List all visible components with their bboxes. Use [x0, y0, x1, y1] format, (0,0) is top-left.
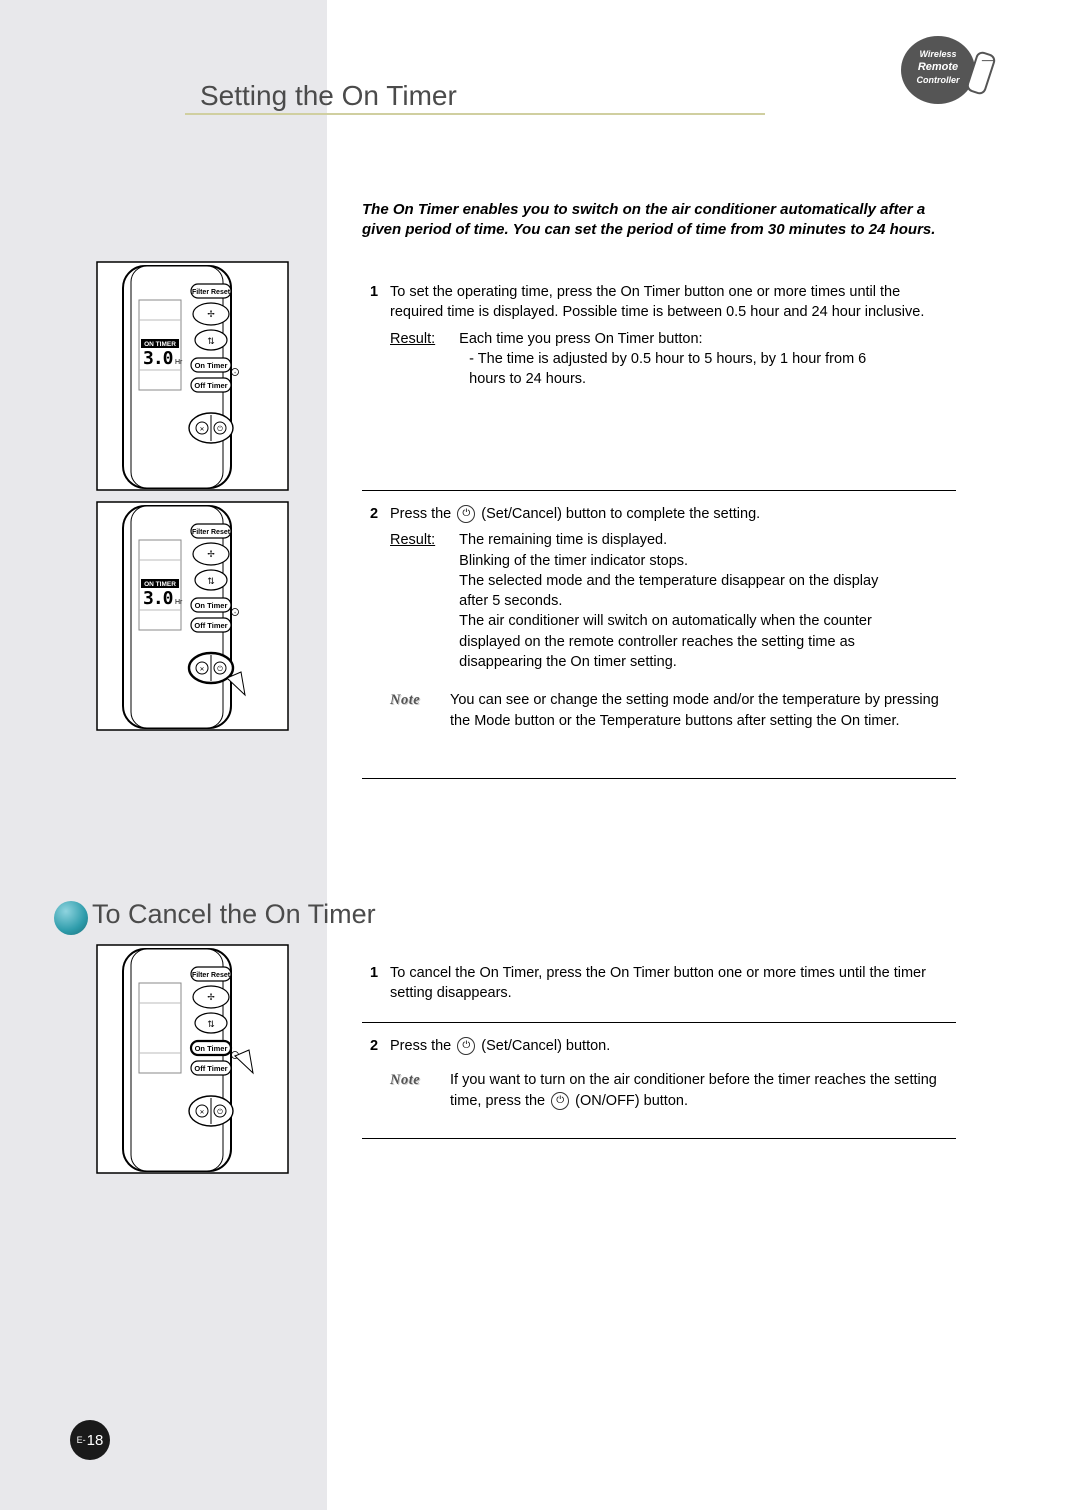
svg-text:Off Timer: Off Timer: [194, 1064, 227, 1073]
cancel-heading-wrap: To Cancel the On Timer: [62, 895, 462, 945]
svg-text:On Timer: On Timer: [195, 601, 228, 610]
svg-text:On Timer: On Timer: [195, 1044, 228, 1053]
on-off-icon: ⏻: [551, 1092, 569, 1110]
step-1-result-label: Result:: [390, 331, 435, 347]
step-1-result-a: Each time you press On Timer button:: [459, 331, 702, 347]
step-1-result-b: - The time is adjusted by 0.5 hour to 5 …: [459, 349, 879, 390]
cancel-step-2: 2 Press the ⏻ (Set/Cancel) button. Note …: [390, 1036, 950, 1111]
cancel-step-1-number: 1: [370, 963, 378, 983]
cancel-note-label: Note: [390, 1070, 446, 1090]
cancel-note-prefix: If you want to turn on the air condition…: [450, 1072, 937, 1108]
svg-text:On Timer: On Timer: [195, 361, 228, 370]
cancel-note-body: If you want to turn on the air condition…: [450, 1070, 940, 1111]
svg-text:⏻: ⏻: [217, 665, 223, 673]
step-1-number: 1: [370, 282, 378, 302]
svg-text:Hr: Hr: [175, 359, 183, 366]
cancel-step-1: 1 To cancel the On Timer, press the On T…: [390, 963, 950, 1004]
title-rule: [185, 113, 765, 115]
separator-2: [362, 778, 956, 779]
step-1-body: To set the operating time, press the On …: [390, 284, 924, 320]
svg-text:✢: ✢: [207, 549, 215, 559]
svg-text:⇅: ⇅: [207, 336, 215, 346]
svg-text:Remote: Remote: [918, 61, 958, 73]
svg-text:⏻: ⏻: [217, 425, 223, 433]
cancel-step-2-prefix: Press the: [390, 1038, 455, 1054]
svg-text:Off Timer: Off Timer: [194, 621, 227, 630]
svg-text:Off Timer: Off Timer: [194, 381, 227, 390]
step-2-number: 2: [370, 504, 378, 524]
svg-text:3.0: 3.0: [143, 348, 173, 369]
step-1: 1 To set the operating time, press the O…: [390, 282, 950, 389]
step-2-result-label: Result:: [390, 532, 435, 548]
separator-3: [362, 1022, 956, 1023]
svg-text:✕: ✕: [199, 427, 204, 433]
svg-text:Hr: Hr: [175, 599, 183, 606]
step-1-result-body: Each time you press On Timer button: - T…: [459, 329, 879, 390]
svg-text:ON TIMER: ON TIMER: [144, 581, 176, 588]
svg-text:⇅: ⇅: [207, 576, 215, 586]
step-2-prefix: Press the: [390, 506, 455, 522]
svg-text:Filter Reset: Filter Reset: [192, 972, 231, 979]
page-title: Setting the On Timer: [200, 80, 457, 112]
intro-text: The On Timer enables you to switch on th…: [362, 200, 942, 241]
cancel-note-suffix: (ON/OFF) button.: [571, 1093, 688, 1109]
wireless-remote-badge: Wireless Remote Controller: [900, 35, 1010, 105]
svg-text:✢: ✢: [207, 992, 215, 1002]
svg-text:✢: ✢: [207, 309, 215, 319]
set-cancel-icon-2: ⏻: [457, 1037, 475, 1055]
step-2-note-label: Note: [390, 690, 446, 710]
remote-illustration-1: ON TIMER 3.0 Hr Filter Reset ✢ ⇅ On Time…: [95, 260, 290, 492]
step-2-note-body: You can see or change the setting mode a…: [450, 690, 940, 731]
page-number-value: 18: [87, 1432, 104, 1449]
step-2-result-body: The remaining time is displayed. Blinkin…: [459, 530, 879, 672]
svg-text:Filter Reset: Filter Reset: [192, 289, 231, 296]
step-2: 2 Press the ⏻ (Set/Cancel) button to com…: [390, 504, 950, 731]
sub-heading-bullet: [54, 901, 88, 935]
svg-text:⇅: ⇅: [207, 1019, 215, 1029]
step-2-suffix: (Set/Cancel) button to complete the sett…: [477, 506, 760, 522]
svg-text:✕: ✕: [199, 667, 204, 673]
svg-text:Wireless: Wireless: [920, 49, 957, 59]
page-prefix: E-: [77, 1435, 86, 1445]
svg-text:3.0: 3.0: [143, 588, 173, 609]
set-cancel-icon: ⏻: [457, 505, 475, 523]
cancel-step-2-suffix: (Set/Cancel) button.: [477, 1038, 610, 1054]
separator-4: [362, 1138, 956, 1139]
page-number: E-18: [70, 1420, 110, 1460]
cancel-heading: To Cancel the On Timer: [92, 899, 376, 930]
cancel-step-1-body: To cancel the On Timer, press the On Tim…: [390, 965, 926, 1001]
svg-text:⏻: ⏻: [217, 1108, 223, 1116]
remote-illustration-2: ON TIMER 3.0 Hr Filter Reset ✢ ⇅ On Time…: [95, 500, 290, 732]
svg-text:ON TIMER: ON TIMER: [144, 341, 176, 348]
svg-text:✕: ✕: [199, 1110, 204, 1116]
svg-text:Filter Reset: Filter Reset: [192, 529, 231, 536]
separator-1: [362, 490, 956, 491]
svg-text:Controller: Controller: [916, 75, 959, 85]
remote-illustration-3: Filter Reset ✢ ⇅ On Timer + Off Timer ✕ …: [95, 943, 290, 1175]
cancel-step-2-number: 2: [370, 1036, 378, 1056]
